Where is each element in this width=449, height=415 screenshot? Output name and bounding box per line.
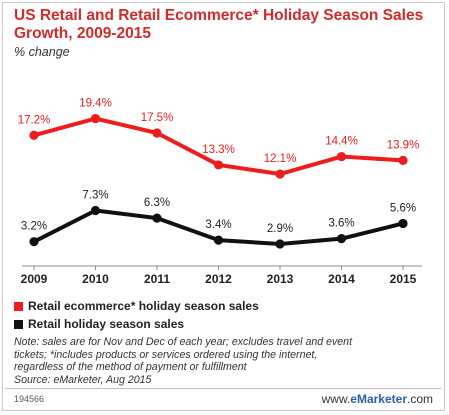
legend-swatch-ecommerce [14,301,23,311]
data-point [90,113,101,124]
x-tick-label: 2009 [21,272,48,286]
data-point [213,235,224,245]
data-point [90,205,101,216]
data-point [398,218,408,229]
note-line-2: tickets; *includes products or services … [14,348,318,361]
legend-swatch-retail [14,319,23,329]
note-line-3: regardless of the method of payment or f… [14,361,247,373]
data-label: 3.2% [21,221,47,233]
data-point [152,128,162,138]
data-label: 3.4% [205,219,231,231]
data-label: 5.6% [390,202,416,214]
data-label: 12.1% [264,153,297,165]
chart-subtitle: % change [14,45,70,59]
x-tick-label: 2010 [82,272,109,286]
legend-label-retail: Retail holiday season sales [28,317,185,331]
legend: Retail ecommerce* holiday season sales R… [14,297,259,333]
footer: 194566 www.eMarketer.com [5,388,441,409]
data-label: 13.9% [387,139,420,151]
data-point [152,213,162,223]
legend-item-retail: Retail holiday season sales [14,315,259,333]
brand-name: eMarketer [350,392,407,406]
data-label: 6.3% [144,197,170,209]
chart-title: US Retail and Retail Ecommerce* Holiday … [14,7,424,42]
x-tick-label: 2012 [205,272,232,286]
chart-id: 194566 [14,394,45,404]
data-point [275,169,285,179]
brand-logo: www.eMarketer.com [322,392,433,406]
data-point [398,155,408,165]
data-label: 7.3% [82,190,108,202]
data-point [336,151,347,162]
x-tick-label: 2011 [144,272,170,286]
x-tick-label: 2015 [390,272,417,286]
data-point [29,237,39,247]
legend-label-ecommerce: Retail ecommerce* holiday season sales [28,299,259,313]
data-label: 3.6% [328,218,354,230]
chart-note: Note: sales are for Nov and Dec of each … [14,336,434,386]
data-point [275,239,285,249]
brand-suffix: .com [406,392,433,406]
data-label: 13.3% [202,144,235,156]
data-label: 2.9% [267,223,293,235]
data-point [29,130,39,140]
data-label: 17.2% [18,114,51,126]
data-label: 17.5% [141,112,174,124]
legend-item-ecommerce: Retail ecommerce* holiday season sales [14,297,259,315]
x-tick-label: 2014 [328,272,355,286]
note-line-1: Note: sales are for Nov and Dec of each … [14,336,353,348]
x-tick-label: 2013 [267,272,294,286]
data-point [336,234,347,244]
data-point [213,160,224,170]
data-label: 19.4% [79,98,112,110]
note-source: Source: eMarketer, Aug 2015 [14,373,152,386]
brand-prefix: www. [321,392,351,406]
chart-frame [2,2,445,411]
data-label: 14.4% [325,136,358,148]
